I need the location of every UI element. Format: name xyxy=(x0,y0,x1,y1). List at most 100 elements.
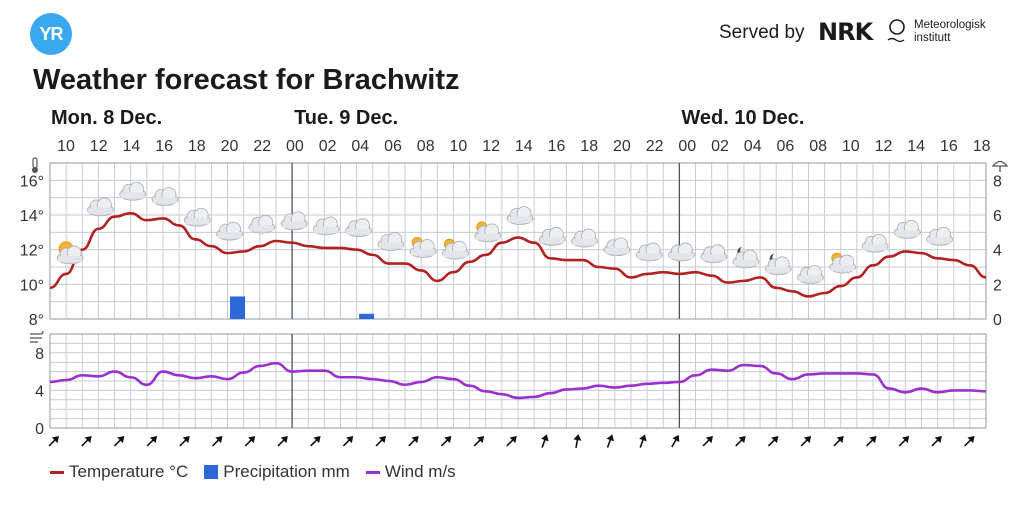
temp-tick: 16° xyxy=(20,173,44,190)
cloud-icon xyxy=(797,265,824,284)
precip-tick: 0 xyxy=(993,312,1002,329)
cloud-sun-icon xyxy=(474,221,502,243)
cloud-icon xyxy=(506,206,534,225)
precipitation-swatch xyxy=(204,465,219,479)
wind-arrow-icon xyxy=(606,434,615,448)
wind-icon xyxy=(30,330,44,343)
umbrella-icon xyxy=(991,160,1009,172)
wind-arrow-icon xyxy=(964,436,975,447)
legend-temperature: Temperature °C xyxy=(50,462,188,482)
page-title: Weather forecast for Brachwitz xyxy=(33,64,460,96)
wind-arrow-icon xyxy=(506,436,517,447)
wind-arrow-icon xyxy=(48,436,59,447)
cloud-icon xyxy=(377,232,405,251)
hour-label: 02 xyxy=(711,138,729,155)
cloud-sun-icon xyxy=(442,238,469,260)
hour-label: 10 xyxy=(57,138,75,155)
wind-arrow-icon xyxy=(735,436,746,447)
cloud-icon xyxy=(603,237,631,257)
wind-arrow-icon xyxy=(211,436,223,447)
hour-label: 22 xyxy=(253,138,271,155)
precipitation-bar xyxy=(359,313,375,319)
cloud-moon-icon xyxy=(764,253,792,276)
precip-tick: 4 xyxy=(993,243,1002,260)
wind-arrow-icon xyxy=(639,434,647,448)
legend-temperature-label: Temperature °C xyxy=(69,462,189,481)
met-institute-logo[interactable]: Meteorologisk institutt xyxy=(914,19,986,45)
hour-label: 02 xyxy=(319,138,337,155)
hour-label: 14 xyxy=(515,138,533,155)
cloud-icon xyxy=(151,187,179,206)
hour-label: 04 xyxy=(351,138,369,155)
wind-arrow-icon xyxy=(342,436,354,447)
hour-label: 06 xyxy=(384,138,402,155)
wind-arrow-icon xyxy=(541,434,549,448)
nrk-logo[interactable]: NRK xyxy=(818,18,873,46)
hour-label: 16 xyxy=(155,138,173,155)
hour-label: 00 xyxy=(286,138,304,155)
wind-arrow-icon xyxy=(146,436,158,447)
cloud-sun-icon xyxy=(829,252,857,274)
temp-tick: 12° xyxy=(20,243,44,260)
hour-label: 08 xyxy=(417,138,435,155)
legend-precipitation: Precipitation mm xyxy=(204,462,350,482)
hour-label: 12 xyxy=(875,138,893,155)
wind-arrow-icon xyxy=(898,436,910,447)
hour-label: 12 xyxy=(90,138,108,155)
cloud-icon xyxy=(183,207,211,227)
temperature-line xyxy=(49,211,987,298)
cloud-icon xyxy=(345,218,373,238)
cloud-icon xyxy=(248,214,276,234)
wind-arrow-icon xyxy=(113,436,125,447)
temp-tick: 8° xyxy=(29,312,44,329)
precip-tick: 8 xyxy=(993,173,1002,190)
met-line2: institutt xyxy=(914,32,951,44)
wind-arrow-icon xyxy=(310,436,321,447)
hour-label: 10 xyxy=(450,138,468,155)
legend-precipitation-label: Precipitation mm xyxy=(223,462,350,481)
yr-logo[interactable]: YR xyxy=(30,13,72,55)
wind-arrow-icon xyxy=(931,436,942,447)
precip-tick: 2 xyxy=(993,277,1002,294)
met-line1: Meteorologisk xyxy=(914,19,986,31)
cloud-icon xyxy=(119,181,147,201)
cloud-icon xyxy=(216,221,243,241)
wind-swatch xyxy=(365,470,380,474)
cloud-icon xyxy=(87,197,114,217)
hour-label: 14 xyxy=(907,138,925,155)
wind-arrow-icon xyxy=(408,436,419,447)
served-by-label: Served by xyxy=(719,22,805,43)
wind-arrow-icon xyxy=(833,436,844,447)
wind-arrow-icon xyxy=(800,436,812,447)
legend: Temperature °C Precipitation mm Wind m/s xyxy=(50,462,472,482)
cloud-sun-icon xyxy=(409,236,437,258)
hour-label: 20 xyxy=(221,138,239,155)
cloud-icon xyxy=(700,244,728,264)
precip-tick: 6 xyxy=(993,208,1002,225)
wind-arrow-icon xyxy=(573,434,582,449)
temp-frame xyxy=(49,162,987,320)
hour-label: 14 xyxy=(123,138,141,155)
temperature-swatch xyxy=(50,470,64,474)
hour-label: 00 xyxy=(678,138,696,155)
temp-tick: 14° xyxy=(20,208,44,225)
met-institute-icon xyxy=(887,19,905,43)
day-label: Mon. 8 Dec. xyxy=(51,107,162,129)
day-label: Tue. 9 Dec. xyxy=(294,107,398,129)
cloud-icon xyxy=(635,242,663,262)
hour-label: 18 xyxy=(188,138,206,155)
cloud-icon xyxy=(926,226,953,246)
wind-arrow-icon xyxy=(440,436,452,447)
hour-label: 16 xyxy=(940,138,958,155)
hour-label: 18 xyxy=(580,138,598,155)
cloud-icon xyxy=(312,216,340,236)
wind-line xyxy=(49,361,987,400)
hour-label: 16 xyxy=(548,138,566,155)
wind-arrow-icon xyxy=(473,436,485,447)
hour-label: 06 xyxy=(777,138,795,155)
wind-arrow-icon xyxy=(277,436,288,447)
legend-wind: Wind m/s xyxy=(365,462,456,482)
hour-label: 10 xyxy=(842,138,860,155)
cloud-icon xyxy=(893,219,921,239)
